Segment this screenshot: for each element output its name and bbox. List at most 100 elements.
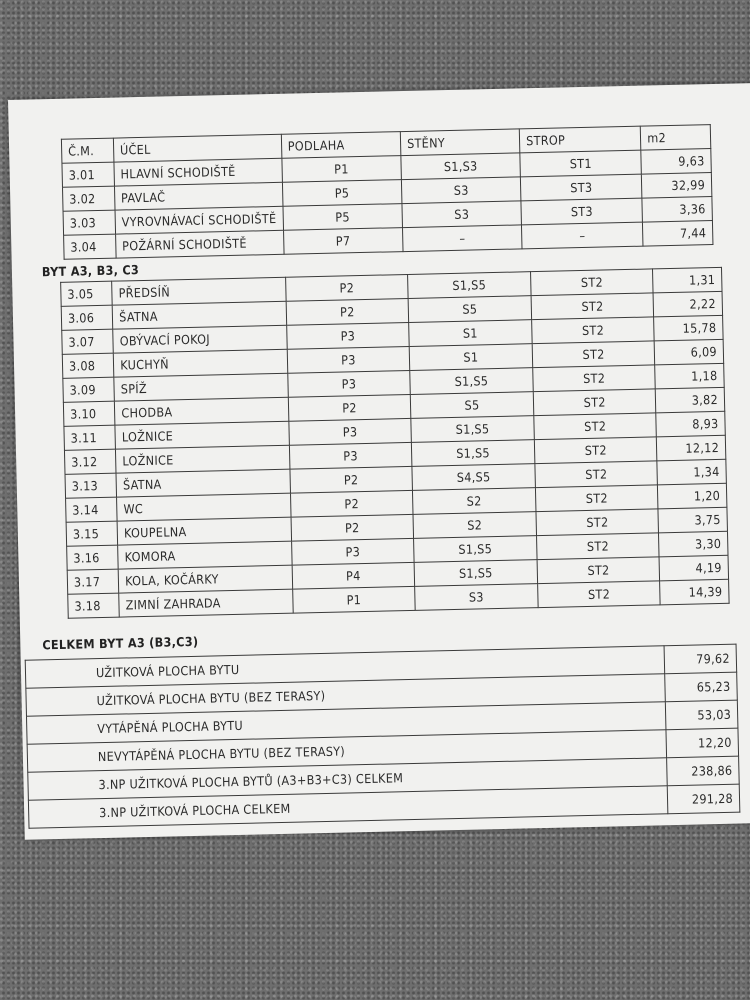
cell-m2: 12,12 — [656, 435, 726, 461]
totals-value: 291,28 — [667, 784, 740, 814]
totals-value: 79,62 — [664, 644, 737, 674]
cell-m2: 3,82 — [655, 387, 725, 413]
cell-steny: S1,S5 — [411, 439, 535, 467]
cell-steny: S3 — [401, 176, 522, 204]
cell-m2: 4,19 — [659, 555, 729, 581]
cell-strop: ST2 — [537, 580, 661, 608]
cell-cm: 3.10 — [63, 401, 116, 427]
cell-m2: 7,44 — [642, 220, 713, 247]
cell-steny: S1,S5 — [409, 367, 534, 395]
cell-cm: 3.17 — [67, 569, 119, 595]
cell-steny: S5 — [408, 295, 532, 323]
totals-title: CELKEM BYT A3 (B3,C3) — [42, 633, 199, 653]
cell-strop: ST2 — [535, 484, 659, 512]
totals-value: 238,86 — [666, 756, 740, 786]
cell-strop: ST2 — [537, 556, 660, 584]
cell-m2: 15,78 — [653, 315, 724, 341]
cell-podlaha: P3 — [287, 346, 410, 374]
cell-cm: 3.11 — [63, 425, 116, 451]
cell-m2: 1,18 — [655, 363, 725, 389]
cell-cm: 3.01 — [61, 162, 115, 188]
cell-podlaha: P2 — [290, 490, 413, 518]
header-steny: STĚNY — [400, 128, 520, 156]
cell-strop: ST2 — [533, 388, 657, 416]
apartment-rooms-table: 3.05 PŘEDSÍŇ P2 S1,S5 ST2 1,31 3.06 ŠATNA P2 S5 ST… — [60, 267, 730, 619]
cell-strop: ST2 — [532, 340, 656, 368]
cell-steny: S2 — [412, 511, 537, 539]
cell-cm: 3.16 — [66, 545, 119, 571]
cell-steny: S5 — [410, 391, 534, 419]
cell-steny: S3 — [414, 583, 539, 611]
header-podlaha: PODLAHA — [280, 131, 401, 159]
cell-cm: 3.05 — [60, 281, 113, 307]
cell-strop: ST2 — [530, 268, 654, 296]
cell-steny: S1,S5 — [414, 559, 538, 587]
cell-podlaha: P1 — [292, 586, 416, 614]
cell-steny: S4,S5 — [411, 463, 536, 491]
cell-steny: S1 — [409, 343, 533, 371]
cell-cm: 3.03 — [63, 210, 116, 236]
cell-strop: ST2 — [535, 508, 659, 536]
cell-podlaha: P2 — [285, 274, 409, 302]
cell-strop: ST2 — [531, 316, 655, 344]
cell-steny: S1,S3 — [400, 152, 521, 180]
cell-cm: 3.14 — [65, 497, 118, 523]
cell-podlaha: P2 — [291, 514, 414, 542]
totals-table: UŽITKOVÁ PLOCHA BYTU 79,62 UŽITKOVÁ PLOCHA… — [25, 644, 741, 829]
cell-cm: 3.15 — [66, 521, 118, 547]
cell-strop: ST3 — [520, 174, 643, 201]
cell-podlaha: P7 — [283, 227, 404, 255]
cell-podlaha: P1 — [281, 155, 402, 183]
cell-podlaha: P4 — [292, 562, 415, 590]
header-cm: Č.M. — [61, 138, 114, 164]
cell-strop: ST2 — [531, 292, 654, 320]
cell-podlaha: P3 — [291, 538, 415, 566]
document-sheet: Č.M. ÚČEL PODLAHA STĚNY STROP m2 3.01 HLA… — [8, 82, 750, 840]
cell-steny: S1,S5 — [407, 271, 532, 299]
totals-value: 12,20 — [666, 728, 739, 758]
cell-podlaha: P2 — [286, 298, 409, 326]
cell-cm: 3.06 — [61, 305, 113, 331]
cell-cm: 3.04 — [63, 234, 116, 260]
cell-cm: 3.02 — [62, 186, 115, 212]
cell-m2: 3,30 — [658, 531, 729, 557]
totals-value: 65,23 — [664, 672, 738, 702]
cell-steny: S1,S5 — [413, 535, 538, 563]
cell-steny: S2 — [412, 487, 536, 515]
cell-strop: ST2 — [536, 532, 660, 560]
cell-m2: 6,09 — [654, 339, 724, 365]
cell-strop: ST3 — [521, 198, 643, 225]
cell-strop: ST2 — [532, 364, 656, 392]
cell-cm: 3.18 — [67, 593, 120, 619]
cell-podlaha: P3 — [287, 370, 411, 398]
cell-podlaha: P5 — [282, 203, 403, 231]
cell-cm: 3.08 — [62, 353, 115, 379]
apartment-title: BYT A3, B3, C3 — [41, 262, 140, 280]
cell-strop: ST1 — [519, 150, 642, 177]
cell-steny: – — [402, 224, 523, 252]
cell-m2: 32,99 — [641, 172, 712, 199]
cell-podlaha: P2 — [288, 394, 411, 422]
cell-steny: S3 — [401, 200, 522, 228]
common-rooms-table: Č.M. ÚČEL PODLAHA STĚNY STROP m2 3.01 HLA… — [61, 124, 714, 260]
cell-strop: ST2 — [534, 460, 658, 488]
cell-podlaha: P5 — [282, 179, 402, 207]
cell-podlaha: P3 — [286, 322, 410, 350]
cell-m2: 1,31 — [652, 267, 723, 293]
cell-m2: 3,75 — [658, 507, 728, 533]
cell-m2: 14,39 — [659, 579, 730, 605]
cell-strop: ST2 — [533, 412, 657, 440]
cell-m2: 1,34 — [657, 459, 727, 485]
cell-cm: 3.13 — [65, 473, 117, 499]
cell-ucel: POŽÁRNÍ SCHODIŠTĚ — [115, 230, 284, 259]
cell-steny: S1,S5 — [410, 415, 535, 443]
cell-podlaha: P2 — [289, 466, 413, 494]
cell-cm: 3.12 — [64, 449, 117, 475]
cell-ucel: ZIMNÍ ZAHRADA — [118, 589, 294, 618]
cell-podlaha: P3 — [289, 442, 412, 470]
cell-m2: 1,20 — [657, 483, 727, 509]
cell-steny: S1 — [408, 319, 533, 347]
cell-strop: – — [521, 222, 644, 249]
cell-m2: 8,93 — [656, 411, 726, 437]
cell-m2: 9,63 — [641, 148, 712, 175]
